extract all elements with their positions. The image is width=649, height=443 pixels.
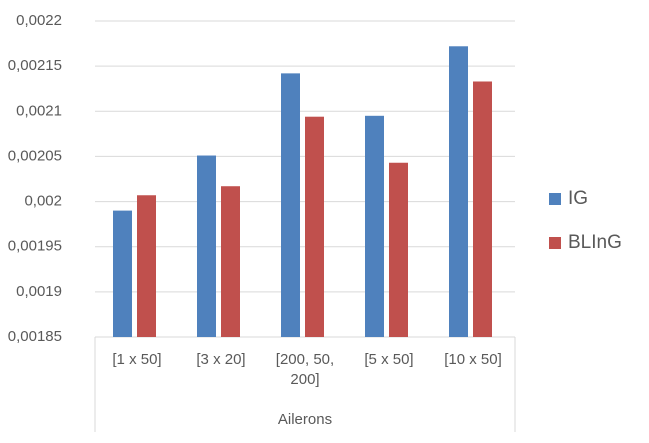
y-tick-label: 0,00215 — [8, 57, 62, 74]
bar — [281, 73, 300, 337]
y-tick-label: 0,00205 — [8, 147, 62, 164]
x-tick-label: [5 x 50] — [364, 351, 414, 368]
y-tick-label: 0,00195 — [8, 238, 62, 255]
bar — [137, 195, 156, 337]
bar — [305, 116, 324, 338]
bar — [389, 162, 408, 337]
x-tick-label: [3 x 20] — [196, 351, 246, 368]
legend-swatch — [549, 237, 561, 249]
legend-label: BLInG — [568, 232, 622, 253]
y-tick-label: 0,0019 — [16, 283, 62, 300]
y-tick-label: 0,002 — [24, 193, 62, 210]
bar — [365, 115, 384, 337]
bar — [113, 210, 132, 337]
legend-label: IG — [568, 188, 588, 209]
x-tick-label: [10 x 50] — [444, 351, 502, 368]
legend-swatch — [549, 193, 561, 205]
y-tick-label: 0,0021 — [16, 102, 62, 119]
x-axis-title: Ailerons — [277, 411, 333, 428]
bar — [197, 155, 216, 337]
x-tick-label: [200, 50, 200] — [275, 351, 335, 388]
bar — [221, 186, 240, 337]
y-tick-label: 0,0022 — [16, 12, 62, 29]
x-tick-label: [1 x 50] — [112, 351, 162, 368]
y-tick-label: 0,00185 — [8, 328, 62, 345]
bar — [473, 81, 492, 338]
bar — [449, 46, 468, 337]
